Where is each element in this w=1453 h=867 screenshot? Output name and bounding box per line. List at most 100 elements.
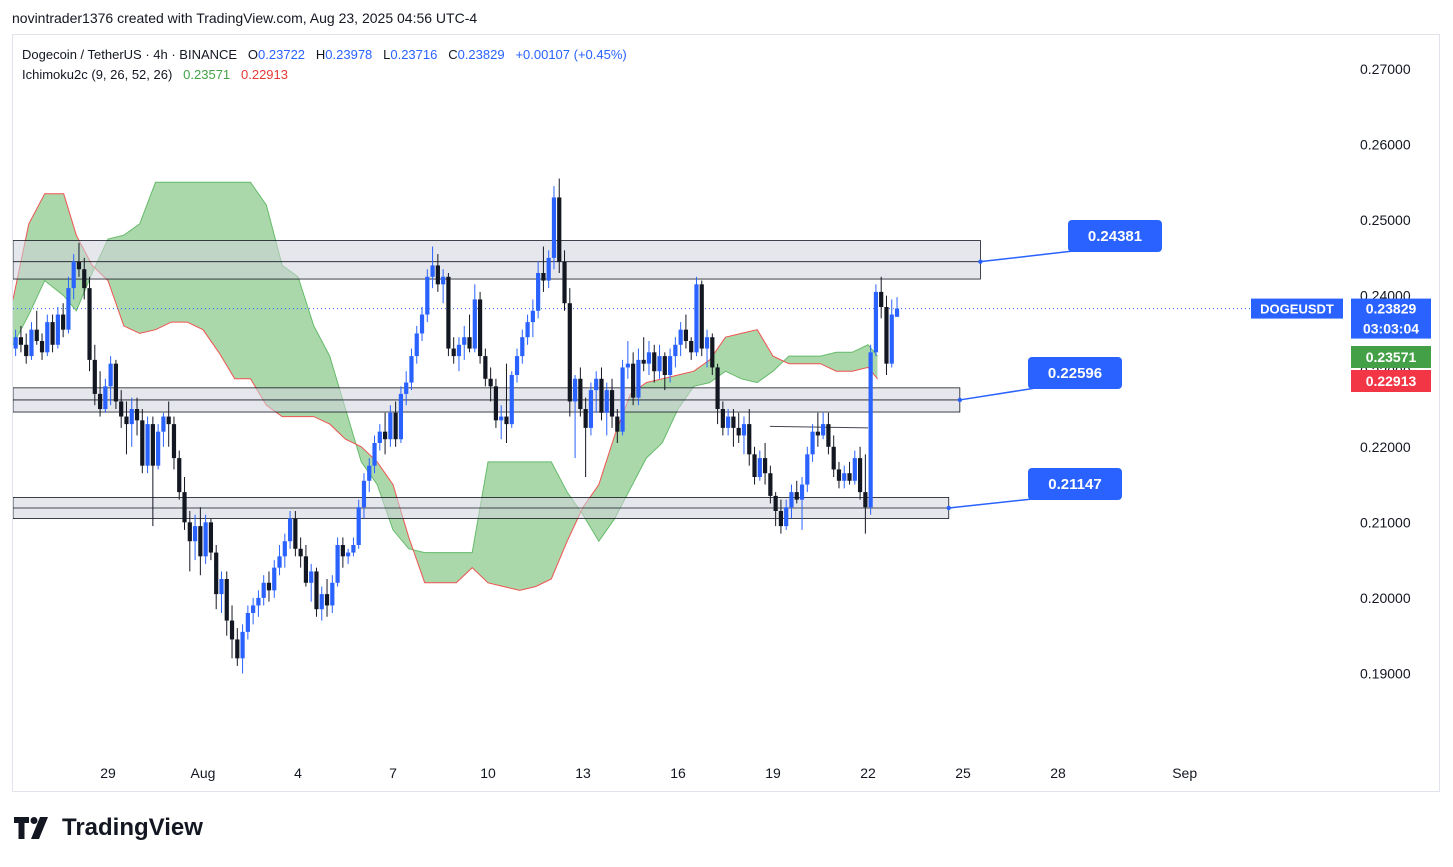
candle[interactable] <box>171 424 177 459</box>
callout-box-2[interactable] <box>1028 468 1122 500</box>
candle[interactable] <box>13 337 18 349</box>
candle[interactable] <box>335 545 340 583</box>
candle[interactable] <box>129 409 134 425</box>
candle[interactable] <box>599 378 604 413</box>
legend-indicator[interactable]: Ichimoku2c (9, 26, 52, 26) <box>22 67 173 82</box>
candle[interactable] <box>747 424 752 455</box>
price-tag[interactable] <box>1351 298 1431 339</box>
candle[interactable] <box>536 273 541 311</box>
candle[interactable] <box>493 386 499 421</box>
candle[interactable] <box>351 545 356 553</box>
candle[interactable] <box>762 458 768 474</box>
candle[interactable] <box>710 337 715 368</box>
candle[interactable] <box>134 409 140 421</box>
candle[interactable] <box>425 276 430 315</box>
candle[interactable] <box>720 409 725 428</box>
candle[interactable] <box>857 458 863 493</box>
callout-box-1[interactable] <box>1028 357 1122 389</box>
candle[interactable] <box>879 291 884 307</box>
candle[interactable] <box>224 579 229 621</box>
candle[interactable] <box>97 393 103 409</box>
candle[interactable] <box>694 284 699 353</box>
candle[interactable] <box>71 261 76 289</box>
candle[interactable] <box>24 344 29 357</box>
trend-line[interactable] <box>769 425 869 429</box>
candle[interactable] <box>467 337 472 349</box>
candle[interactable] <box>831 446 836 470</box>
candle[interactable] <box>662 356 667 375</box>
candle[interactable] <box>314 571 319 610</box>
span-a-tag[interactable] <box>1351 346 1431 368</box>
candle[interactable] <box>361 480 367 508</box>
candle[interactable] <box>435 265 440 285</box>
candle[interactable] <box>235 639 240 659</box>
candle[interactable] <box>198 526 203 557</box>
candle[interactable] <box>182 492 187 523</box>
candle[interactable] <box>757 458 762 477</box>
candle[interactable] <box>873 291 879 353</box>
candle[interactable] <box>562 261 567 304</box>
candle[interactable] <box>404 382 409 394</box>
callout-box-0[interactable] <box>1068 220 1162 252</box>
candle[interactable] <box>388 412 393 440</box>
candle[interactable] <box>842 473 847 481</box>
candle[interactable] <box>609 390 615 417</box>
candle[interactable] <box>488 378 493 387</box>
candle[interactable] <box>66 288 71 330</box>
span-b-tag[interactable] <box>1351 370 1431 392</box>
candle[interactable] <box>161 416 166 432</box>
candle[interactable] <box>34 329 39 341</box>
candle[interactable] <box>752 454 757 477</box>
candle[interactable] <box>704 337 710 349</box>
candle[interactable] <box>572 378 578 402</box>
candle[interactable] <box>293 518 298 549</box>
candle[interactable] <box>784 507 789 527</box>
candle[interactable] <box>567 303 572 402</box>
candle[interactable] <box>261 582 266 598</box>
candle[interactable] <box>409 356 414 383</box>
candle[interactable] <box>124 416 129 425</box>
candle[interactable] <box>208 522 214 553</box>
candle[interactable] <box>29 329 34 357</box>
symbol-tag[interactable] <box>1251 298 1343 319</box>
candle[interactable] <box>499 416 504 421</box>
candle[interactable] <box>715 367 720 409</box>
candle[interactable] <box>815 431 820 436</box>
candle[interactable] <box>272 567 277 591</box>
candle[interactable] <box>615 416 620 432</box>
candle[interactable] <box>18 337 24 345</box>
candle[interactable] <box>726 416 731 428</box>
zone-0[interactable] <box>13 240 981 280</box>
candle[interactable] <box>303 556 309 583</box>
candle[interactable] <box>504 416 509 425</box>
candle[interactable] <box>229 620 235 640</box>
candle[interactable] <box>277 556 282 568</box>
candle[interactable] <box>773 495 778 511</box>
candle[interactable] <box>625 363 630 368</box>
candle[interactable] <box>641 359 646 364</box>
candle[interactable] <box>419 314 425 334</box>
candle[interactable] <box>636 359 641 398</box>
candle[interactable] <box>678 329 683 345</box>
candle[interactable] <box>156 431 161 466</box>
candle[interactable] <box>140 420 145 466</box>
candle[interactable] <box>145 424 150 466</box>
candle[interactable] <box>50 322 55 345</box>
candle[interactable] <box>414 333 419 357</box>
candle[interactable] <box>214 552 219 595</box>
candle[interactable] <box>472 299 477 349</box>
candle[interactable] <box>894 308 900 317</box>
candle[interactable] <box>546 257 551 281</box>
candle[interactable] <box>847 473 852 481</box>
candle[interactable] <box>620 367 625 432</box>
candle[interactable] <box>61 314 66 330</box>
candle[interactable] <box>82 269 87 289</box>
candle[interactable] <box>456 344 462 357</box>
candle[interactable] <box>39 341 45 353</box>
candle[interactable] <box>298 548 303 557</box>
candle[interactable] <box>657 356 662 372</box>
candle[interactable] <box>356 507 361 545</box>
price-chart[interactable]: 0.24381 0.22596 0.21147 0.27000 0.26000 0.250… <box>13 35 1441 793</box>
candle[interactable] <box>166 416 171 425</box>
candle[interactable] <box>192 526 198 542</box>
